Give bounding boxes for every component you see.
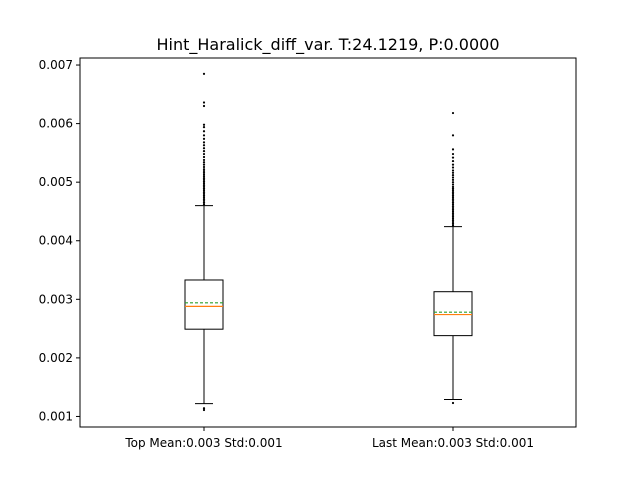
- plot-frame: [79, 57, 577, 428]
- outlier-point: [451, 205, 455, 208]
- outlier-point: [451, 201, 455, 204]
- outlier-point: [451, 222, 455, 225]
- outlier-point: [451, 213, 455, 217]
- outlier-point: [202, 407, 206, 410]
- outlier-point: [202, 169, 206, 173]
- outlier-point: [202, 194, 206, 197]
- outlier-point: [451, 159, 455, 163]
- outlier-point: [202, 150, 206, 153]
- y-tick-label: 0.007: [39, 58, 73, 72]
- outlier-point: [451, 191, 455, 194]
- outlier-point: [202, 72, 206, 75]
- outlier-point: [451, 171, 455, 174]
- box-series-1: [184, 72, 224, 412]
- outlier-point: [451, 148, 455, 151]
- outlier-point: [202, 123, 206, 126]
- outlier-point: [451, 219, 455, 222]
- y-tick-label: 0.003: [39, 292, 73, 306]
- outlier-point: [202, 185, 206, 188]
- outlier-point: [451, 178, 455, 181]
- outlier-point: [202, 163, 206, 166]
- outlier-point: [202, 155, 206, 159]
- outlier-point: [202, 184, 206, 187]
- y-tick-label: 0.001: [39, 409, 73, 423]
- outlier-point: [202, 144, 206, 147]
- outlier-point: [202, 171, 206, 174]
- outlier-point: [451, 199, 455, 203]
- outlier-point: [202, 165, 206, 169]
- outlier-point: [202, 158, 206, 162]
- outlier-point: [202, 176, 206, 180]
- outlier-point: [202, 134, 206, 137]
- outlier-point: [202, 141, 206, 144]
- outlier-point: [202, 198, 206, 201]
- outlier-point: [451, 220, 455, 224]
- outlier-point: [202, 178, 206, 181]
- outlier-point: [451, 176, 455, 179]
- outlier-point: [451, 401, 455, 405]
- outlier-point: [451, 208, 455, 211]
- x-tick-label: Last Mean:0.003 Std:0.001: [372, 436, 534, 450]
- outlier-point: [451, 181, 455, 184]
- outlier-point: [451, 152, 455, 156]
- outlier-point: [451, 111, 455, 115]
- box-series-2: [433, 111, 473, 405]
- outlier-point: [451, 217, 455, 220]
- axis-ticks: 0.001 0.002 0.003 0.004 0.005 0.006 0.007 Top M…: [39, 58, 534, 450]
- outlier-point: [202, 191, 206, 194]
- y-tick-label: 0.005: [39, 175, 73, 189]
- outlier-point: [451, 203, 455, 206]
- outlier-point: [451, 192, 455, 195]
- outlier-point: [202, 175, 206, 178]
- iqr-box: [184, 279, 224, 330]
- outlier-point: [451, 189, 455, 192]
- outlier-point: [202, 199, 206, 203]
- outlier-point: [451, 163, 455, 166]
- outlier-point: [202, 130, 206, 133]
- outlier-point: [451, 194, 455, 197]
- chart-title: Hint_Haralick_diff_var. T:24.1219, P:0.0…: [156, 35, 499, 55]
- outlier-point: [202, 126, 206, 129]
- outlier-point: [202, 104, 206, 108]
- outlier-point: [202, 408, 206, 412]
- outlier-point: [202, 192, 206, 195]
- y-tick-label: 0.004: [39, 234, 73, 248]
- outlier-point: [202, 180, 206, 183]
- outlier-point: [451, 210, 455, 213]
- iqr-box: [433, 291, 473, 337]
- outlier-point: [451, 174, 455, 177]
- outlier-point: [202, 187, 206, 190]
- y-tick-label: 0.006: [39, 117, 73, 131]
- outlier-point: [451, 183, 455, 186]
- outlier-point: [202, 189, 206, 192]
- outlier-point: [202, 182, 206, 185]
- outlier-point: [451, 187, 455, 190]
- outlier-point: [202, 152, 206, 156]
- outlier-point: [451, 169, 455, 172]
- outlier-point: [202, 168, 206, 171]
- plot-area: [184, 72, 473, 412]
- x-tick-label: Top Mean:0.003 Std:0.001: [124, 436, 282, 450]
- outlier-point: [202, 173, 206, 176]
- outlier-point: [202, 147, 206, 150]
- outlier-point: [202, 196, 206, 199]
- y-tick-label: 0.002: [39, 351, 73, 365]
- outlier-point: [202, 161, 206, 164]
- outlier-point: [451, 134, 455, 137]
- outlier-point: [451, 156, 455, 159]
- outlier-point: [451, 185, 455, 188]
- outlier-point: [451, 206, 455, 210]
- outlier-point: [451, 224, 455, 227]
- outlier-point: [202, 203, 206, 206]
- outlier-point: [451, 215, 455, 218]
- outlier-point: [451, 196, 455, 199]
- outlier-point: [451, 166, 455, 169]
- outlier-point: [202, 137, 206, 140]
- outlier-point: [451, 198, 455, 201]
- outlier-point: [202, 201, 206, 204]
- outlier-point: [202, 101, 206, 104]
- outlier-point: [451, 212, 455, 215]
